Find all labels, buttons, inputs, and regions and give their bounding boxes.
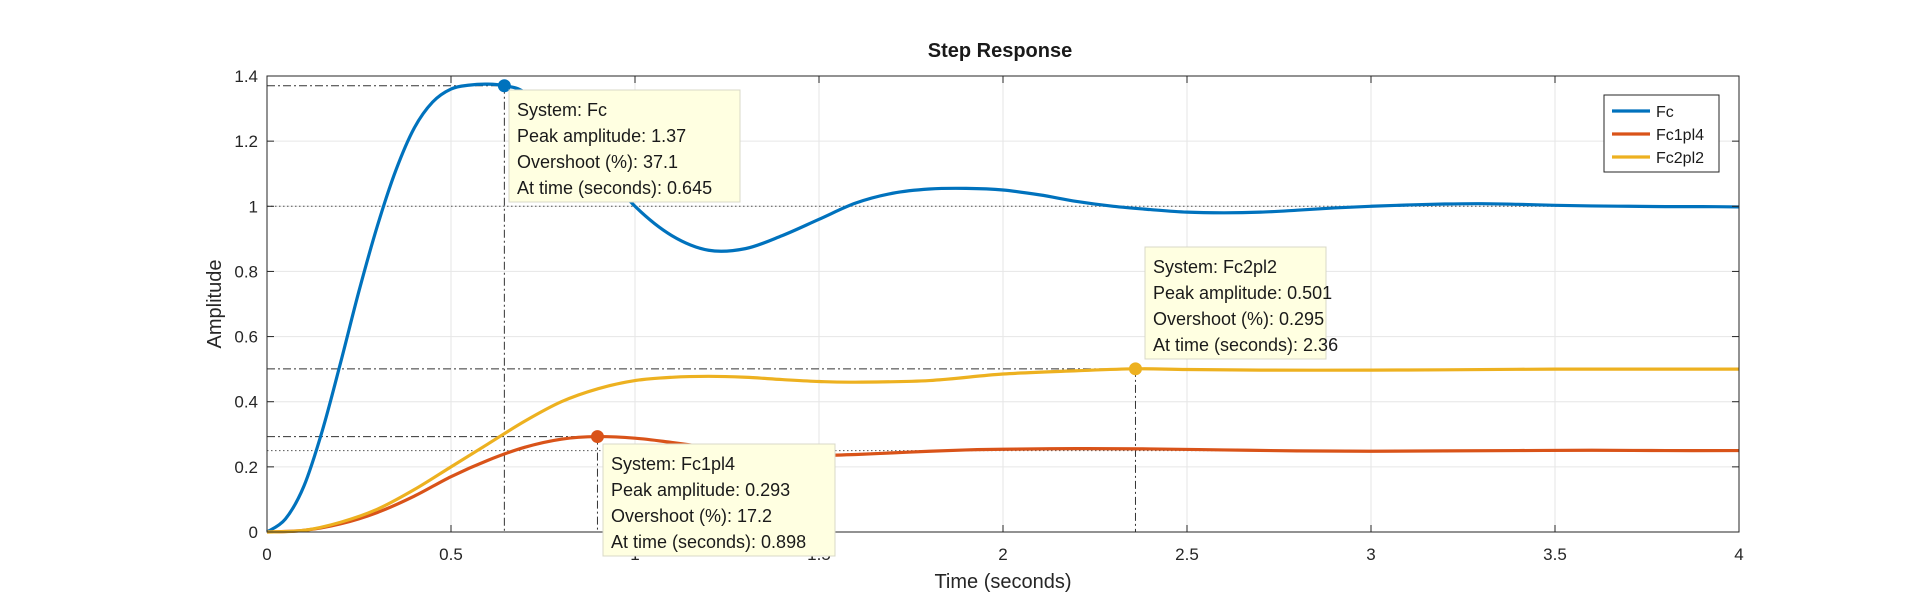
datatips[interactable]: System: Fc Peak amplitude: 1.37 Overshoot …: [508, 89, 1338, 557]
peak-markers[interactable]: [497, 79, 1142, 444]
datatip-box-fc2pl2[interactable]: [1144, 246, 1327, 360]
datatip-line: Overshoot (%): 17.2: [611, 506, 772, 526]
series-lines[interactable]: [266, 82, 1740, 534]
x-tick-label: 4: [1734, 545, 1743, 564]
peak-marker-fc1pl4[interactable]: [590, 430, 604, 444]
peak-marker-fc2pl2[interactable]: [1128, 362, 1142, 376]
y-tick-label: 1.4: [234, 67, 258, 86]
legend[interactable]: Fc Fc1pl4 Fc2pl2: [1603, 94, 1720, 173]
datatip-line: Peak amplitude: 0.293: [611, 480, 790, 500]
x-tick-label: 3.5: [1543, 545, 1567, 564]
legend-entry-fc2pl2[interactable]: Fc2pl2: [1656, 150, 1704, 167]
x-tick-label: 2: [998, 545, 1007, 564]
x-tick-label: 3: [1366, 545, 1375, 564]
datatip-line: System: Fc2pl2: [1153, 257, 1277, 277]
datatip-line: Peak amplitude: 0.501: [1153, 283, 1332, 303]
datatip-line: System: Fc1pl4: [611, 454, 735, 474]
y-tick-label: 0.2: [234, 458, 258, 477]
datatip-line: Peak amplitude: 1.37: [517, 126, 686, 146]
y-tick-label: 0.6: [234, 328, 258, 347]
datatip-box-fc[interactable]: [508, 89, 741, 203]
x-tick-label: 0.5: [439, 545, 463, 564]
series-line-fc2pl2[interactable]: [266, 367, 1739, 534]
legend-entry-fc1pl4[interactable]: Fc1pl4: [1656, 127, 1704, 144]
chart-title: Step Response: [928, 40, 1072, 62]
y-tick-label: 1.2: [234, 132, 258, 151]
datatip-line: System: Fc: [517, 100, 607, 120]
y-axis-label: Amplitude: [204, 260, 226, 349]
datatip-line: At time (seconds): 0.898: [611, 532, 806, 552]
y-tick-label: 0.8: [234, 262, 258, 281]
legend-entry-fc[interactable]: Fc: [1656, 104, 1674, 121]
peak-marker-fc[interactable]: [497, 79, 511, 93]
y-tick-label: 1: [249, 197, 258, 216]
datatip-line: At time (seconds): 0.645: [517, 178, 712, 198]
y-tick-label: 0.4: [234, 393, 258, 412]
datatip-line: Overshoot (%): 0.295: [1153, 309, 1324, 329]
x-tick-label: 0: [262, 545, 271, 564]
series-line-fc[interactable]: [266, 82, 1740, 534]
datatip-box-fc1pl4[interactable]: [602, 443, 836, 557]
series-line-fc1pl4[interactable]: [266, 434, 1740, 534]
datatip-line: Overshoot (%): 37.1: [517, 152, 678, 172]
x-axis-label: Time (seconds): [934, 571, 1071, 593]
y-tick-label: 0: [249, 523, 258, 542]
datatip-line: At time (seconds): 2.36: [1153, 335, 1338, 355]
x-tick-label: 2.5: [1175, 545, 1199, 564]
